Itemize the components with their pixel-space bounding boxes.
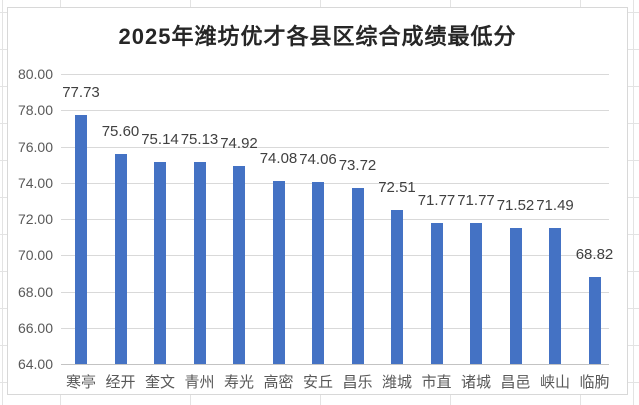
y-axis-tick-label: 72.00 (17, 211, 53, 227)
bar[interactable] (430, 223, 443, 364)
bar[interactable] (588, 276, 601, 364)
x-axis-tick-label: 寿光 (223, 374, 254, 391)
bar[interactable] (470, 223, 482, 364)
x-axis-tick-label: 临朐 (579, 374, 610, 391)
gridline (61, 219, 609, 220)
data-label: 73.72 (338, 156, 377, 174)
bar[interactable] (272, 181, 285, 364)
data-label: 75.60 (101, 122, 140, 140)
gridline (61, 74, 609, 75)
gridline (61, 110, 609, 112)
bar[interactable] (154, 162, 166, 364)
chart-title: 2025年潍坊优才各县区综合成绩最低分 (118, 24, 517, 49)
data-label: 72.51 (378, 178, 416, 196)
x-axis-tick-label: 诸城 (460, 374, 491, 391)
x-axis-tick-label: 高密 (263, 374, 294, 391)
chart-card[interactable]: 2025年潍坊优才各县区综合成绩最低分 80.00 78.00 76.00 74.00… (7, 7, 628, 395)
x-axis-tick-label: 昌乐 (342, 374, 373, 391)
y-axis-tick-label: 66.00 (17, 319, 53, 336)
bar[interactable] (351, 187, 364, 364)
data-label: 71.52 (496, 196, 535, 214)
y-axis-tick-label: 78.00 (17, 102, 53, 119)
x-axis-tick-label: 寒亭 (65, 374, 96, 391)
data-label: 71.77 (457, 192, 495, 210)
data-label: 68.82 (575, 245, 614, 263)
bar[interactable] (75, 115, 87, 364)
data-label: 74.06 (299, 150, 337, 168)
data-label: 71.49 (536, 197, 574, 215)
x-axis-tick-label: 市直 (421, 374, 452, 391)
x-axis-line (61, 364, 609, 365)
bar[interactable] (193, 162, 206, 364)
bar[interactable] (549, 228, 561, 364)
data-label: 74.92 (220, 135, 258, 153)
bar[interactable] (391, 209, 403, 364)
gridline (61, 182, 609, 184)
y-axis-tick-label: 68.00 (17, 283, 53, 300)
data-label: 71.77 (417, 192, 456, 210)
x-axis-tick-label: 奎文 (144, 374, 175, 391)
data-label: 75.13 (180, 131, 219, 149)
y-axis-tick-label: 80.00 (17, 66, 53, 82)
spreadsheet-gridline (633, 0, 634, 405)
x-axis-tick-label: 潍城 (381, 374, 412, 391)
x-axis-tick-label: 青州 (184, 374, 215, 391)
bar[interactable] (312, 181, 324, 364)
x-axis-tick-label: 昌邑 (500, 374, 531, 391)
x-axis-tick-label: 经开 (105, 374, 136, 391)
data-label: 75.14 (141, 131, 179, 149)
x-axis-tick-label: 峡山 (539, 374, 570, 391)
gridline (61, 146, 609, 148)
bar[interactable] (233, 166, 245, 364)
y-axis-tick-label: 64.00 (17, 356, 53, 372)
spreadsheet-gridline (2, 0, 3, 405)
gridline (61, 327, 609, 329)
bar[interactable] (509, 227, 522, 364)
data-label: 77.73 (62, 84, 100, 102)
x-axis-tick-label: 安丘 (302, 374, 333, 391)
bar[interactable] (114, 153, 127, 364)
y-axis-tick-label: 70.00 (17, 247, 53, 264)
gridline (61, 255, 609, 257)
y-axis-tick-label: 76.00 (17, 138, 53, 155)
gridline (61, 291, 609, 293)
data-label: 74.08 (259, 150, 298, 168)
y-axis-tick-label: 74.00 (17, 174, 53, 191)
